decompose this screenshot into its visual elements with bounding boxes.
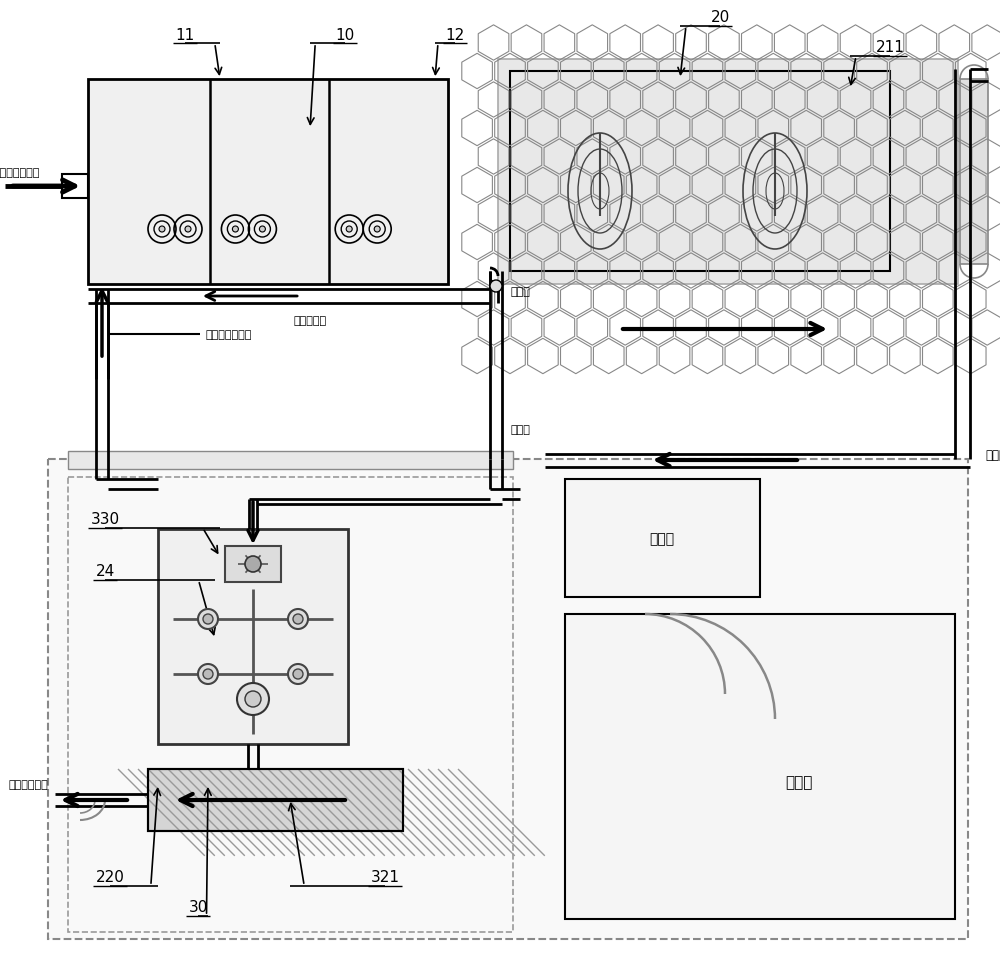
Text: 330: 330	[90, 512, 120, 527]
Text: 达标水出水管: 达标水出水管	[8, 779, 48, 789]
Text: 321: 321	[371, 869, 400, 885]
Bar	[565, 614, 955, 919]
Bar	[148, 769, 403, 831]
Circle shape	[245, 691, 261, 707]
Bar	[510, 72, 890, 271]
Text: 11: 11	[175, 27, 195, 43]
Bar	[498, 60, 958, 285]
Circle shape	[198, 610, 218, 629]
Text: 10: 10	[335, 27, 355, 43]
Text: 进水管: 进水管	[985, 449, 1000, 462]
Circle shape	[159, 227, 165, 233]
Bar	[565, 480, 760, 597]
Circle shape	[490, 281, 502, 293]
Bar	[88, 79, 448, 285]
Circle shape	[346, 227, 352, 233]
Bar	[148, 769, 403, 831]
Text: 污水回流管: 污水回流管	[293, 316, 327, 326]
Bar	[510, 72, 890, 271]
Circle shape	[203, 614, 213, 624]
Text: 滤池反洗排水管: 滤池反洗排水管	[205, 329, 251, 340]
Bar	[68, 478, 513, 932]
Text: 农村污水未水管: 农村污水未水管	[0, 168, 40, 178]
Circle shape	[185, 227, 191, 233]
Bar	[48, 459, 968, 939]
Circle shape	[232, 227, 238, 233]
Bar	[148, 769, 403, 831]
Text: 设备间: 设备间	[785, 774, 813, 790]
Text: 空气管: 空气管	[510, 424, 530, 434]
Bar	[68, 452, 513, 470]
Bar	[62, 174, 88, 199]
Circle shape	[245, 556, 261, 573]
Text: 20: 20	[710, 11, 730, 25]
Circle shape	[203, 670, 213, 679]
Bar	[960, 79, 988, 265]
Bar	[225, 547, 281, 582]
Text: 30: 30	[188, 899, 208, 915]
Text: 24: 24	[95, 564, 115, 578]
Text: 220: 220	[96, 869, 124, 885]
Circle shape	[293, 614, 303, 624]
Circle shape	[293, 670, 303, 679]
Text: 控制柜: 控制柜	[649, 531, 675, 546]
Circle shape	[198, 665, 218, 684]
Text: 12: 12	[445, 27, 465, 43]
Circle shape	[259, 227, 265, 233]
Bar	[158, 529, 348, 744]
Circle shape	[288, 665, 308, 684]
Circle shape	[237, 683, 269, 715]
Text: 空气管: 空气管	[510, 287, 530, 297]
Circle shape	[374, 227, 380, 233]
Circle shape	[288, 610, 308, 629]
Text: 211: 211	[876, 41, 904, 55]
